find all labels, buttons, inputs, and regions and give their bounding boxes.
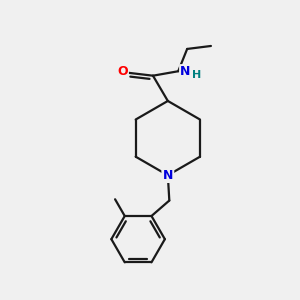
Text: O: O — [117, 65, 128, 78]
Text: N: N — [163, 169, 173, 182]
Text: H: H — [192, 70, 201, 80]
Text: N: N — [180, 65, 190, 78]
